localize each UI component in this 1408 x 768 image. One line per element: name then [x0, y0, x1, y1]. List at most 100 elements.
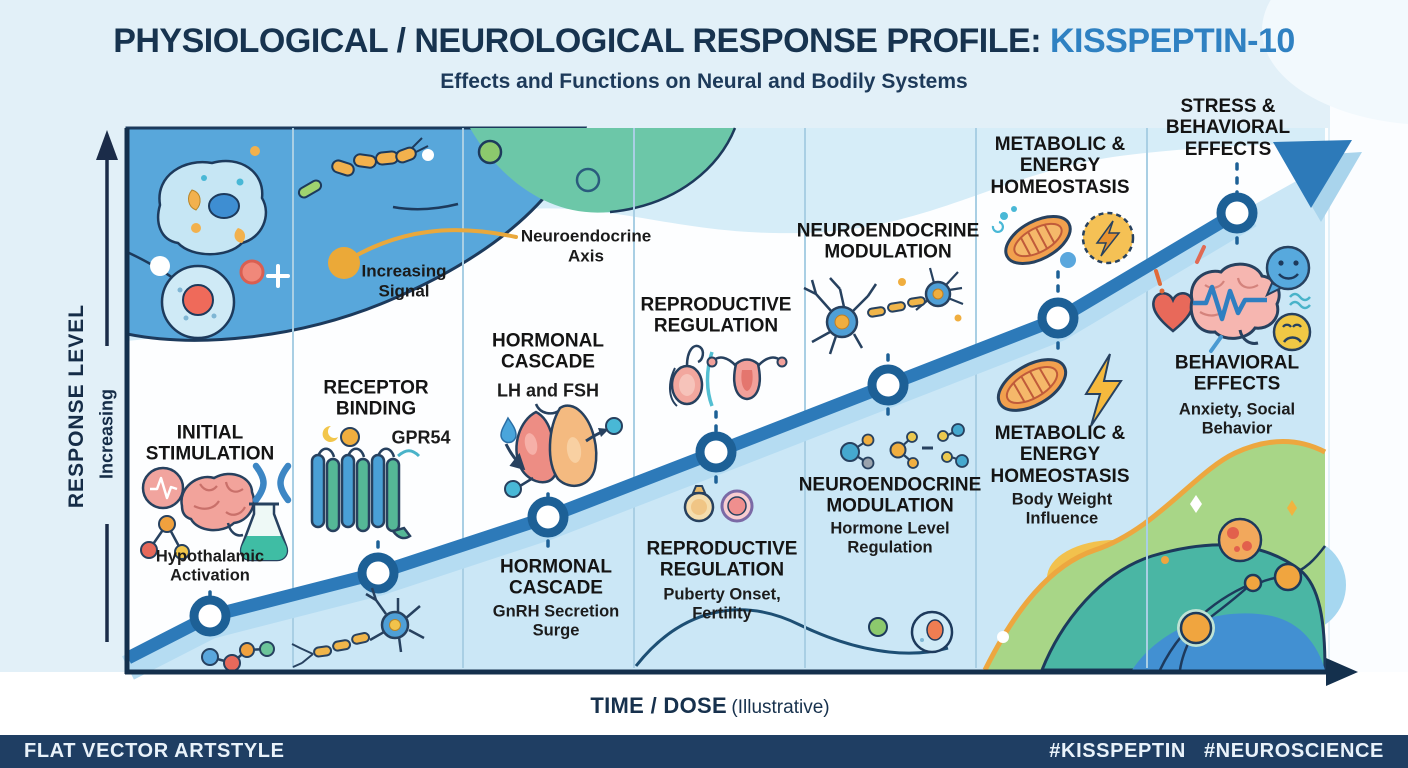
footer-hashtags: #KISSPEPTIN #NEUROSCIENCE [1031, 740, 1384, 763]
molecule-network-icon [840, 423, 969, 470]
hashtag-neuroscience: #NEUROSCIENCE [1203, 740, 1384, 762]
stage-7-below-title: BEHAVIORAL EFFECTS [1174, 352, 1300, 395]
gonad-icon [669, 344, 705, 407]
cell-icon [160, 264, 236, 340]
stage-7-title: STRESS & BEHAVIORAL EFFECTS [1165, 96, 1291, 160]
cell-icon [156, 159, 268, 256]
stage-3-below-title: HORMONAL CASCADE [500, 556, 612, 599]
pituitary-icon [515, 404, 598, 488]
stage-3-sub: LH and FSH [497, 380, 599, 401]
stage-2-icons [291, 425, 425, 668]
sad-face-icon [1272, 312, 1312, 352]
stage-5-title: NEUROENDOCRINE MODULATION [796, 220, 980, 263]
ligand-icon [340, 427, 360, 447]
stage-7-below-sub: Anxiety, Social Behavior [1178, 400, 1296, 438]
page-title: PHYSIOLOGICAL / NEUROLOGICAL RESPONSE PR… [113, 22, 1295, 60]
mitochondria-icon [996, 358, 1068, 412]
uterus-icon [706, 356, 788, 401]
molecule-icon [140, 515, 190, 560]
signal-dot-icon [328, 247, 360, 279]
dot [150, 256, 170, 276]
stage-3-icons [500, 403, 623, 498]
squiggle-icon [1289, 292, 1311, 310]
signal-annotation [328, 228, 518, 279]
divider-arc [705, 351, 714, 407]
stage-4-title: REPRODUCTIVE REGULATION [640, 294, 792, 337]
sparkle-icon [1190, 495, 1202, 513]
microbe-icon [297, 179, 323, 199]
below-curve-fill [128, 165, 1325, 670]
droplet-icon [500, 416, 517, 444]
axes [96, 128, 1358, 686]
sparkle-icon [1287, 500, 1297, 516]
cell-icon [1217, 517, 1263, 563]
stage-7-icons [1152, 245, 1312, 353]
marker-2 [357, 552, 399, 594]
brain-wave-icon [1189, 262, 1281, 345]
receptor-x-icon [252, 462, 292, 504]
brain-icon [180, 472, 255, 537]
stage-6-icons [991, 206, 1135, 427]
arrow-in [504, 443, 526, 471]
x-axis-note: (Illustrative) [731, 697, 830, 718]
stage-6-below-title: METABOLIC & ENERGY HOMEOSTASIS [990, 423, 1130, 487]
heart-icon [1152, 269, 1194, 333]
marker-7 [1216, 192, 1258, 234]
marker-3 [527, 496, 569, 538]
stage-1-title: INITIAL STIMULATION [145, 422, 275, 465]
bottom-right-waves [982, 439, 1346, 672]
stage-5-icons [803, 267, 969, 470]
accent-slash [1209, 335, 1223, 353]
ligand-crescent-icon [322, 425, 338, 442]
egg-icons [683, 485, 754, 523]
stage-4-icons [669, 344, 788, 523]
hashtag-kisspeptin: #KISSPEPTIN [1049, 740, 1186, 762]
cell-icon [910, 610, 954, 654]
y-axis-sublabel: Increasing [96, 388, 117, 480]
energy-coin-icon [1081, 211, 1135, 265]
signal-arc-icon [397, 449, 421, 458]
gpcr-helices-icon [310, 447, 412, 540]
happy-bubble-icon [1265, 245, 1311, 298]
mitochondria-icon [1004, 215, 1072, 265]
stage-2-sub: GPR54 [391, 427, 451, 448]
neuroendocrine-axis-annotation: Neuroendocrine Axis [520, 226, 652, 265]
x-axis-label: TIME / DOSE (Illustrative) [590, 693, 830, 718]
marker-6 [1037, 297, 1079, 339]
response-curve [122, 140, 1362, 680]
accent-slash [1195, 245, 1206, 264]
stage-1-sub: Hypothalamic Activation [155, 547, 265, 585]
y-axis-label: RESPONSE LEVEL [65, 303, 88, 509]
microbes-illustration [297, 127, 737, 214]
energy-bolt-icon [1084, 353, 1123, 427]
arrowhead-icon [1273, 140, 1352, 208]
page-subtitle: Effects and Functions on Neural and Bodi… [440, 70, 968, 93]
flask-icon [239, 502, 289, 562]
cells-illustration [125, 126, 588, 342]
footer-bar: FLAT VECTOR ARTSTYLE #KISSPEPTIN #NEUROSC… [0, 735, 1408, 768]
stage-5-below-title: NEUROENDOCRINE MODULATION [798, 474, 982, 517]
stage-6-title: METABOLIC & ENERGY HOMEOSTASIS [990, 134, 1130, 198]
curve-markers [189, 192, 1258, 637]
neuron-pair-icon [803, 267, 964, 355]
marker-1 [189, 595, 231, 637]
stage-5-below-sub: Hormone Level Regulation [830, 519, 950, 557]
bacteria-icon [331, 137, 429, 177]
x-axis-arrow-icon [1326, 658, 1358, 686]
stage-3-below-sub: GnRH Secretion Surge [492, 602, 620, 640]
neuron-icon [291, 587, 425, 668]
marker-4 [695, 431, 737, 473]
hormone-dots-icon [504, 417, 623, 498]
dot [239, 259, 265, 285]
title-accent: KISSPEPTIN-10 [1049, 22, 1295, 60]
stage-4-below-title: REPRODUCTIVE REGULATION [646, 538, 798, 581]
stage-1-icons [140, 462, 292, 562]
stage-3-title: HORMONAL CASCADE [492, 330, 604, 373]
column-separators [292, 128, 1148, 668]
pulse-icon [141, 466, 185, 510]
y-axis-arrow-icon [96, 130, 118, 642]
footer-left-text: FLAT VECTOR ARTSTYLE [24, 740, 285, 762]
stage-2-title: RECEPTOR BINDING [323, 377, 429, 420]
stage-6-below-sub: Body Weight Influence [1011, 490, 1113, 528]
